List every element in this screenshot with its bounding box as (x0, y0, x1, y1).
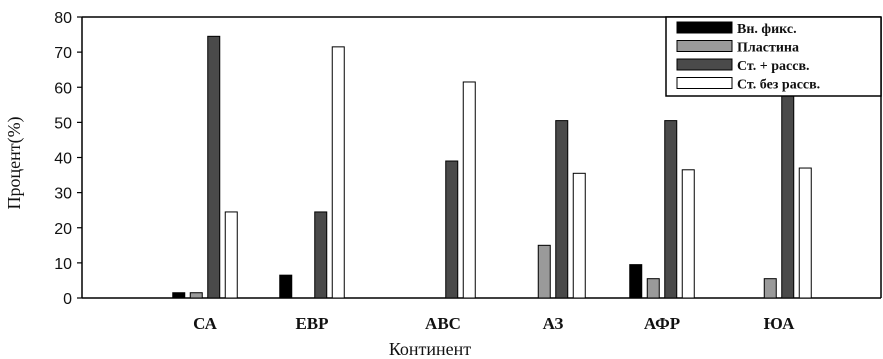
bar (279, 274, 293, 299)
x-axis-title: Континент (389, 339, 471, 359)
y-tick-label: 20 (54, 221, 72, 238)
legend-swatch (676, 58, 733, 71)
bars (172, 35, 812, 299)
bar (331, 46, 345, 299)
legend: Вн. фикс. Пластина Ст. + рассв. Ст. без рас… (665, 16, 882, 97)
legend-label: Вн. фикс. (737, 22, 797, 37)
bar (189, 292, 203, 299)
bar (462, 81, 476, 299)
bar (763, 278, 777, 299)
bar (445, 160, 459, 299)
x-tick-label: ЕВР (295, 314, 328, 333)
y-axis-title: Процент(%) (4, 116, 25, 209)
legend-label: Ст. без рассв. (737, 78, 820, 93)
y-tick-label: 30 (54, 186, 72, 203)
x-tick-label: АФР (644, 314, 680, 333)
bar (798, 167, 812, 299)
legend-label: Ст. + рассв. (737, 59, 810, 74)
bar (555, 120, 569, 299)
bar (629, 264, 643, 299)
bar (572, 172, 586, 299)
x-axis-tick-labels: СА ЕВР АВС АЗ АФР ЮА (193, 314, 795, 333)
y-tick-label: 80 (54, 10, 72, 27)
y-tick-label: 60 (54, 80, 72, 97)
bar (664, 120, 678, 299)
x-tick-label: АВС (425, 314, 461, 333)
x-tick-label: СА (193, 314, 217, 333)
bar (681, 169, 695, 299)
bar (224, 211, 238, 299)
legend-swatch (676, 21, 733, 34)
bar (172, 292, 186, 299)
x-tick-label: ЮА (764, 314, 795, 333)
y-tick-label: 0 (63, 291, 72, 308)
bar (314, 211, 328, 299)
y-tick-label: 50 (54, 115, 72, 132)
y-axis-ticks: 0 10 20 30 40 50 60 70 80 (54, 10, 82, 308)
y-tick-label: 40 (54, 151, 72, 168)
legend-swatch (676, 40, 733, 52)
y-tick-label: 10 (54, 256, 72, 273)
bar (537, 244, 551, 299)
legend-label: Пластина (737, 41, 799, 56)
bar (781, 93, 795, 299)
x-tick-label: АЗ (543, 314, 564, 333)
legend-swatch (676, 77, 733, 89)
bar (646, 278, 660, 299)
y-tick-label: 70 (54, 45, 72, 62)
bar (207, 35, 221, 299)
